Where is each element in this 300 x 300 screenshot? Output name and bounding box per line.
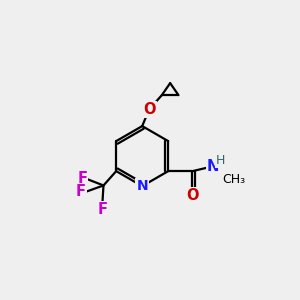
Text: N: N bbox=[136, 179, 148, 193]
Text: CH₃: CH₃ bbox=[223, 173, 246, 186]
Text: O: O bbox=[143, 102, 155, 117]
Text: N: N bbox=[207, 159, 219, 174]
Text: F: F bbox=[97, 202, 107, 217]
Text: F: F bbox=[77, 172, 87, 187]
Text: O: O bbox=[186, 188, 199, 203]
Text: F: F bbox=[76, 184, 86, 200]
Text: H: H bbox=[216, 154, 226, 166]
